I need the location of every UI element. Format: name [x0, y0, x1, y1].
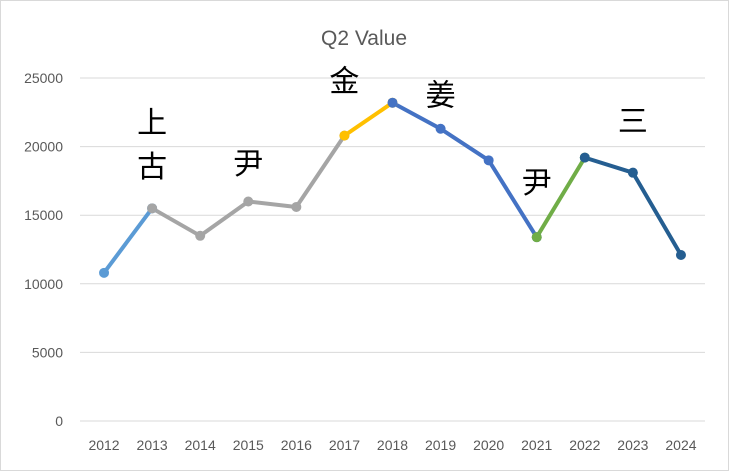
data-point — [579, 152, 590, 163]
y-tick-label: 0 — [55, 413, 63, 429]
x-axis-ticks: 2012 2013 2014 2015 2016 2017 2018 2019 2020 2021… — [88, 437, 696, 453]
data-point — [483, 155, 494, 166]
x-tick-label: 2020 — [473, 437, 504, 453]
data-point — [531, 232, 542, 243]
data-point — [627, 167, 638, 178]
annotation-label: 尹 — [522, 166, 552, 201]
x-tick-label: 2024 — [665, 437, 696, 453]
data-point — [195, 230, 206, 241]
y-tick-label: 5000 — [32, 344, 63, 360]
annotation-label: 姜 — [426, 78, 456, 113]
y-tick-label: 20000 — [24, 139, 63, 155]
x-tick-label: 2019 — [425, 437, 456, 453]
x-tick-label: 2022 — [569, 437, 600, 453]
annotations: 上古 尹 金 姜尹 三 — [137, 65, 648, 202]
data-point — [435, 123, 446, 134]
data-point — [387, 97, 398, 108]
chart-title: Q2 Value — [321, 27, 407, 50]
data-point — [675, 249, 686, 260]
annotation-label: 三 — [618, 105, 648, 140]
x-tick-label: 2018 — [377, 437, 408, 453]
data-point — [147, 203, 158, 214]
annotation-label: 上 — [137, 106, 167, 141]
x-tick-label: 2021 — [521, 437, 552, 453]
series-line — [534, 155, 587, 240]
x-tick-label: 2012 — [88, 437, 119, 453]
annotation-label: 尹 — [233, 147, 263, 182]
x-tick-label: 2017 — [329, 437, 360, 453]
annotation-label: 古 — [137, 150, 167, 185]
y-tick-label: 15000 — [24, 207, 63, 223]
series-line — [102, 206, 155, 275]
gridlines — [80, 77, 705, 422]
y-tick-label: 25000 — [24, 70, 63, 86]
series-line — [390, 100, 539, 240]
data-point — [243, 196, 254, 207]
y-tick-label: 10000 — [24, 276, 63, 292]
data-point — [291, 201, 302, 212]
x-tick-label: 2023 — [617, 437, 648, 453]
series-lines — [102, 100, 683, 275]
x-tick-label: 2014 — [185, 437, 216, 453]
series-points — [99, 97, 686, 278]
x-tick-label: 2013 — [137, 437, 168, 453]
x-tick-label: 2015 — [233, 437, 264, 453]
data-point — [339, 130, 350, 141]
data-point — [99, 267, 110, 278]
annotation-label: 金 — [329, 65, 359, 100]
y-axis-ticks: 0 5000 10000 15000 20000 25000 — [24, 70, 63, 429]
x-tick-label: 2016 — [281, 437, 312, 453]
series-line — [342, 100, 395, 138]
